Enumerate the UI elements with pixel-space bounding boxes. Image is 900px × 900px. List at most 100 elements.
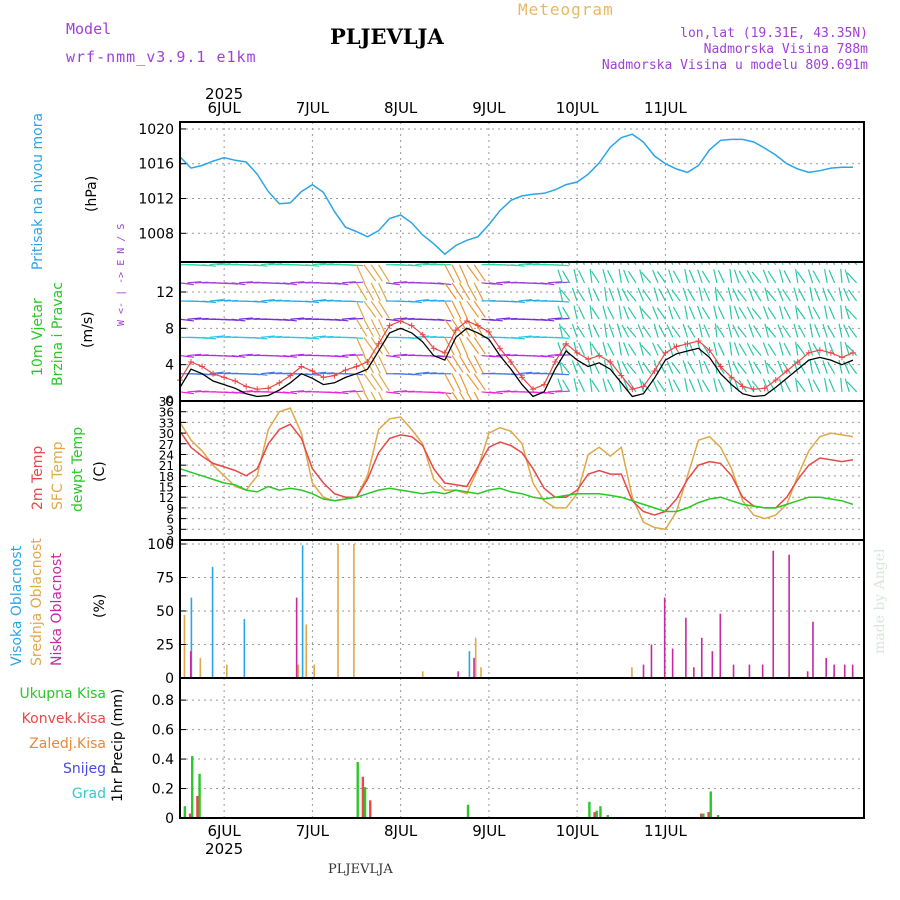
y-tick-label: 12 <box>159 491 174 505</box>
wind-arrow <box>231 318 246 322</box>
wind-arrow <box>641 271 652 284</box>
precip-total-bar <box>606 815 609 818</box>
wind-arrow <box>733 342 740 356</box>
wind-arrow <box>304 264 320 267</box>
wind-arrow <box>444 355 457 373</box>
y-tick-label: 9 <box>166 502 174 516</box>
wind-arrow <box>701 270 711 284</box>
y-tick-label: 30 <box>159 427 174 441</box>
wind-arrow <box>319 372 334 375</box>
wind-arrow <box>732 360 740 375</box>
wind-arrow <box>216 299 231 302</box>
wind-arrow <box>846 272 858 284</box>
wind-arrow <box>748 287 755 302</box>
wind-arrow <box>656 343 666 356</box>
wind-arrow <box>840 268 843 283</box>
y-tick-label: 33 <box>159 416 174 430</box>
wind-arrow <box>473 282 484 301</box>
precip-legend-total: Ukupna Kisa <box>19 686 106 702</box>
wind-arrow <box>437 354 452 358</box>
wind-arrow <box>666 360 674 374</box>
precip-conv-bar <box>188 813 192 818</box>
wind-arrow <box>385 354 400 358</box>
wind-arrow <box>334 354 349 358</box>
wind-arrow <box>777 287 784 302</box>
wind-arrow <box>618 268 622 283</box>
wind-arrow <box>737 326 747 338</box>
wind-arrow <box>668 305 674 320</box>
wind-arrow <box>602 269 608 284</box>
wind-arrow <box>838 323 843 338</box>
wind-arrow <box>496 317 511 320</box>
y-tick-label: 0.2 <box>152 782 174 798</box>
wind-arrow <box>385 318 400 322</box>
wind-arrow <box>525 335 540 339</box>
wind-arrow <box>795 377 799 393</box>
low-cloud-bar <box>851 664 854 678</box>
wind-arrow <box>592 288 600 302</box>
wind-arrow <box>587 323 593 338</box>
wind-arrow <box>578 306 586 320</box>
wind-arrow <box>407 373 422 376</box>
wind-arrow <box>334 391 349 395</box>
wind-arrow <box>282 318 297 322</box>
wind-arrow <box>407 264 422 267</box>
wind-arrow <box>764 360 769 374</box>
mid-cloud-bar <box>199 657 202 678</box>
wind-arrow <box>751 307 762 320</box>
wind-arrow <box>783 379 791 393</box>
wind-arrow <box>738 270 747 284</box>
wind-arrow <box>268 372 283 375</box>
mid-cloud-bar <box>337 544 339 678</box>
low-cloud-bar <box>473 657 475 678</box>
wind-arrow <box>762 342 769 356</box>
low-cloud-bar <box>642 664 645 678</box>
wind-arrow <box>607 306 615 320</box>
wind-arrow <box>637 324 644 338</box>
wind-arrow <box>540 318 555 322</box>
high-cloud-bar <box>468 651 471 678</box>
wind-arrow <box>616 323 622 338</box>
wind-arrow <box>733 269 740 284</box>
wind-arrow <box>560 289 571 302</box>
wind-arrow <box>627 270 637 284</box>
wind-arrow <box>688 342 696 356</box>
wind-arrow <box>639 305 644 320</box>
bottom-day-label: 6JUL <box>207 822 241 840</box>
y-tick-label: 0.8 <box>152 693 174 709</box>
wind-arrow <box>677 262 681 266</box>
wind-arrow <box>180 354 194 358</box>
wind-arrow <box>621 361 630 375</box>
wind-arrow <box>216 372 231 375</box>
high-cloud-bar <box>243 619 246 678</box>
wind-arrow <box>639 269 644 284</box>
wind-arrow <box>451 355 464 373</box>
wind-arrow <box>814 360 821 374</box>
wind-arrow <box>180 282 194 286</box>
wind-arrow <box>778 305 784 320</box>
wind-arrow <box>231 391 246 395</box>
wind-arrow <box>795 341 799 356</box>
wind-arrow <box>840 377 843 392</box>
wind-arrow <box>557 378 564 393</box>
precip-total-bar <box>702 813 705 818</box>
wind-arrow <box>466 355 478 374</box>
wind-arrow <box>260 335 275 339</box>
precip-total-bar <box>198 773 201 818</box>
mid-cloud-bar <box>183 615 186 678</box>
wind-arrow <box>639 341 644 356</box>
y-tick-label: 8 <box>165 321 174 337</box>
wind-arrow <box>672 306 681 320</box>
wind-arrow <box>751 344 762 356</box>
mid-cloud-bar <box>474 637 477 678</box>
wind-arrow <box>510 336 525 340</box>
wind-arrow <box>560 362 571 375</box>
wind-arrow <box>796 271 806 284</box>
wind-arrow <box>753 361 762 375</box>
wind-arrow <box>822 323 828 338</box>
wind-arrow <box>253 300 268 304</box>
wind-arrow <box>349 354 364 357</box>
wind-arrow <box>496 353 511 357</box>
wind-arrow <box>209 335 224 339</box>
precip-conv-bar <box>369 800 372 818</box>
